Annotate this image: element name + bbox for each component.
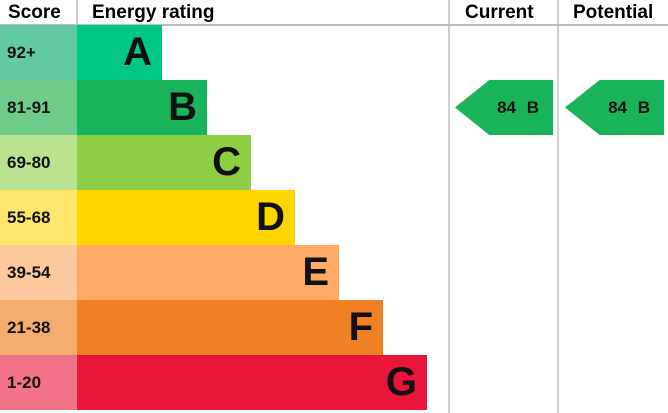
divider bbox=[557, 0, 559, 413]
score-range-c: 69-80 bbox=[0, 135, 77, 190]
rating-bar-g: G bbox=[77, 355, 427, 410]
divider bbox=[448, 0, 450, 413]
potential-rating-label: 84 B bbox=[608, 97, 650, 117]
score-range-g: 1-20 bbox=[0, 355, 77, 410]
rating-bar-f: F bbox=[77, 300, 383, 355]
current-rating-arrow: 84 B bbox=[455, 80, 553, 135]
energy-rating-header: Energy rating bbox=[92, 2, 215, 23]
score-range-f: 21-38 bbox=[0, 300, 77, 355]
score-range-d: 55-68 bbox=[0, 190, 77, 245]
current-header: Current bbox=[465, 2, 534, 23]
current-rating-label: 84 B bbox=[497, 97, 539, 117]
score-header: Score bbox=[8, 2, 61, 23]
header-divider bbox=[0, 24, 668, 26]
potential-rating-arrow: 84 B bbox=[565, 80, 664, 135]
rating-bar-c: C bbox=[77, 135, 251, 190]
rating-bar-b: B bbox=[77, 80, 207, 135]
score-range-b: 81-91 bbox=[0, 80, 77, 135]
divider bbox=[76, 0, 78, 25]
rating-bar-a: A bbox=[77, 25, 162, 80]
rating-bar-d: D bbox=[77, 190, 295, 245]
score-range-e: 39-54 bbox=[0, 245, 77, 300]
score-range-a: 92+ bbox=[0, 25, 77, 80]
potential-header: Potential bbox=[573, 2, 654, 23]
rating-bar-e: E bbox=[77, 245, 339, 300]
